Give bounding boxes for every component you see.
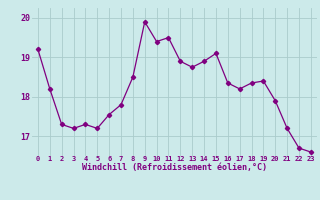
X-axis label: Windchill (Refroidissement éolien,°C): Windchill (Refroidissement éolien,°C) [82,163,267,172]
